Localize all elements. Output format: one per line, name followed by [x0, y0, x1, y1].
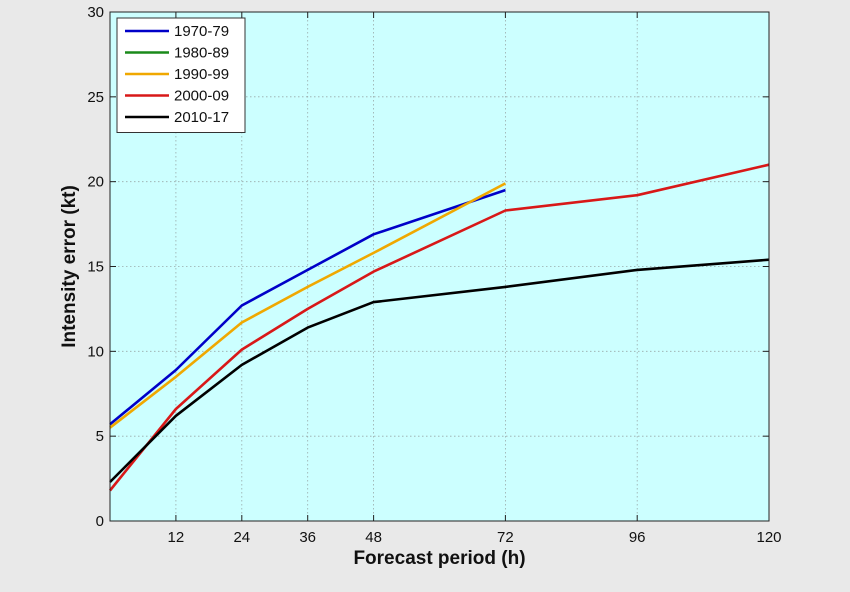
y-tick-label: 20 [87, 174, 104, 191]
plot-frame [109, 11, 770, 522]
x-tick-label: 72 [497, 529, 514, 546]
series-layer [108, 163, 770, 492]
x-tick-label: 36 [299, 529, 316, 546]
series-line-2010-17 [109, 258, 770, 483]
x-tick-label: 24 [233, 529, 250, 546]
legend: 1970-79 1980-89 1990-99 2000-09 2010-17 [116, 17, 246, 133]
series-line-1990-99 [109, 182, 507, 429]
axis-ticks: 12 24 36 48 72 96 120 0 5 10 15 20 25 30 [87, 4, 781, 546]
x-tick-label: 96 [629, 529, 646, 546]
y-axis-label: Intensity error (kt) [59, 185, 80, 348]
x-tick-label: 12 [168, 529, 185, 546]
y-tick-label: 30 [87, 4, 104, 21]
x-axis-label: Forecast period (h) [353, 548, 525, 569]
legend-label: 2000-09 [174, 88, 229, 105]
legend-label: 1990-99 [174, 66, 229, 83]
y-tick-label: 0 [96, 513, 104, 530]
y-tick-label: 5 [96, 428, 104, 445]
x-tick-label: 120 [756, 529, 781, 546]
legend-label: 1980-89 [174, 45, 229, 62]
legend-label: 2010-17 [174, 109, 229, 126]
x-tick-label: 48 [365, 529, 382, 546]
y-tick-label: 25 [87, 89, 104, 106]
legend-label: 1970-79 [174, 23, 229, 40]
y-tick-label: 15 [87, 259, 104, 276]
series-line-1970-79 [109, 188, 506, 426]
y-tick-label: 10 [87, 343, 104, 360]
series-line-2000-09 [108, 163, 770, 492]
